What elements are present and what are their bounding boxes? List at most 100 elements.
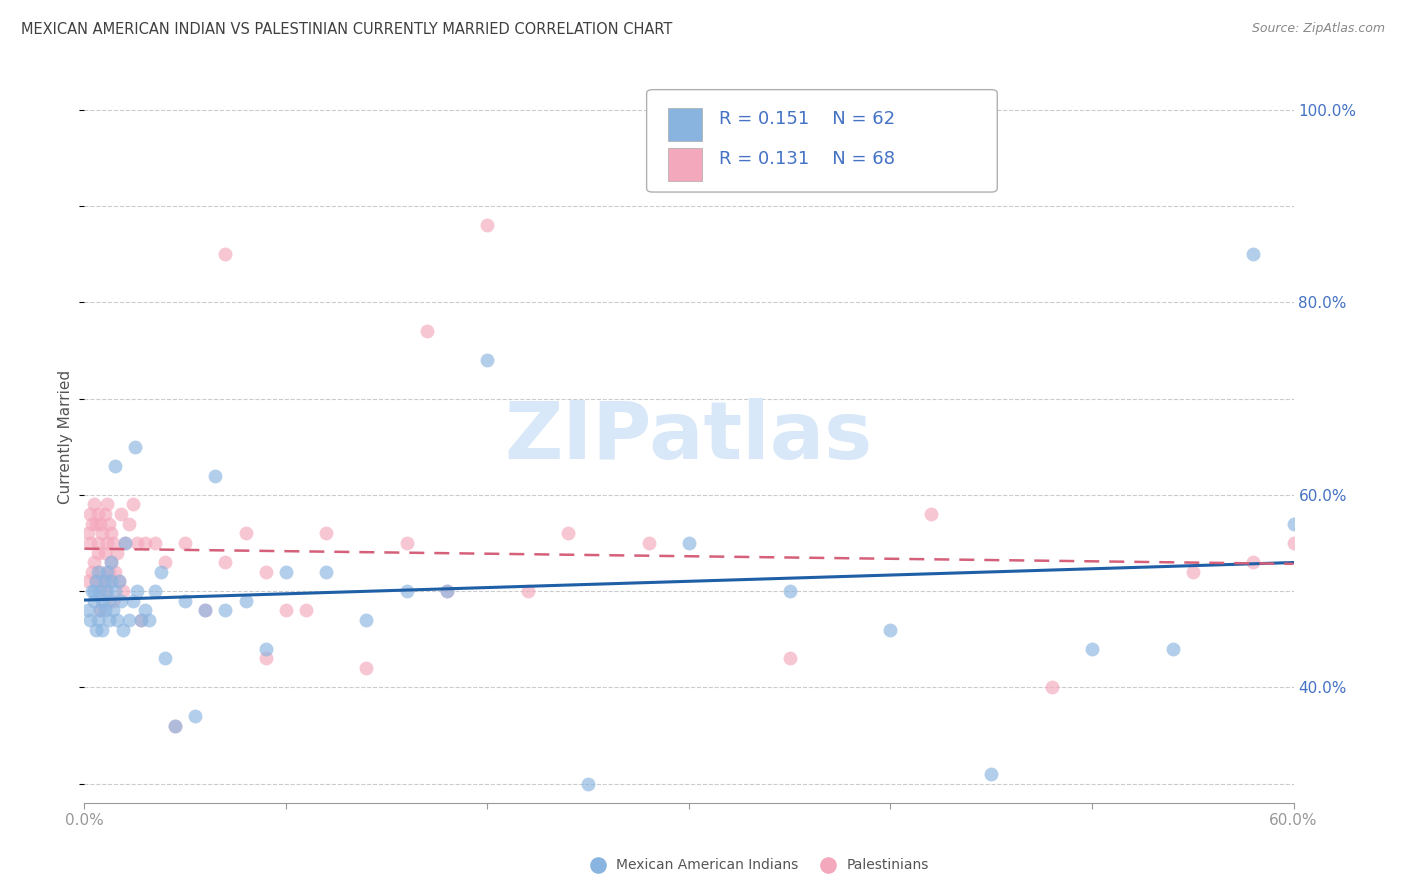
- Point: [637, 536, 659, 550]
- Point: [416, 324, 439, 338]
- Point: [93, 584, 115, 599]
- Point: [436, 584, 458, 599]
- Point: [184, 709, 207, 723]
- Point: [194, 603, 217, 617]
- Point: [83, 498, 105, 512]
- Point: [86, 574, 108, 589]
- Point: [214, 555, 236, 569]
- Point: [114, 536, 136, 550]
- Point: [77, 603, 100, 617]
- Point: [105, 545, 128, 559]
- Point: [111, 623, 134, 637]
- Point: [149, 565, 172, 579]
- Point: [77, 526, 100, 541]
- Point: [395, 536, 418, 550]
- Point: [165, 719, 187, 733]
- Point: [356, 661, 378, 675]
- Point: [779, 584, 801, 599]
- Point: [121, 593, 143, 607]
- Point: [86, 516, 108, 531]
- Point: [91, 623, 114, 637]
- Point: [174, 536, 197, 550]
- Point: [87, 507, 110, 521]
- Point: [678, 536, 700, 550]
- Point: [89, 584, 111, 599]
- Point: [100, 574, 122, 589]
- Point: [204, 468, 226, 483]
- Point: [86, 623, 108, 637]
- Point: [557, 526, 579, 541]
- Point: [93, 574, 115, 589]
- Point: [254, 565, 277, 579]
- Point: [1181, 565, 1204, 579]
- Point: [274, 603, 297, 617]
- Point: [104, 565, 127, 579]
- Point: [134, 536, 156, 550]
- Point: [110, 593, 132, 607]
- Point: [1282, 516, 1305, 531]
- Point: [97, 565, 120, 579]
- Point: [1241, 555, 1264, 569]
- Point: [516, 584, 538, 599]
- Point: [82, 584, 104, 599]
- Point: [920, 507, 942, 521]
- Point: [477, 353, 499, 368]
- Point: [174, 593, 197, 607]
- Point: [395, 584, 418, 599]
- Text: MEXICAN AMERICAN INDIAN VS PALESTINIAN CURRENTLY MARRIED CORRELATION CHART: MEXICAN AMERICAN INDIAN VS PALESTINIAN C…: [21, 22, 672, 37]
- Point: [1241, 247, 1264, 261]
- Point: [96, 574, 118, 589]
- Point: [879, 623, 901, 637]
- Point: [86, 574, 108, 589]
- Point: [91, 574, 114, 589]
- Bar: [668, 108, 702, 141]
- Point: [93, 603, 115, 617]
- Point: [1282, 536, 1305, 550]
- Point: [83, 555, 105, 569]
- Point: [91, 593, 114, 607]
- Point: [82, 565, 104, 579]
- FancyBboxPatch shape: [647, 90, 997, 192]
- Point: [87, 545, 110, 559]
- Point: [1040, 681, 1063, 695]
- Point: [79, 613, 101, 627]
- Point: [104, 458, 127, 473]
- Point: [93, 507, 115, 521]
- Text: R = 0.151    N = 62: R = 0.151 N = 62: [720, 110, 896, 128]
- Point: [97, 593, 120, 607]
- Point: [89, 603, 111, 617]
- Point: [576, 776, 599, 790]
- Point: [101, 603, 124, 617]
- Point: [110, 507, 132, 521]
- Point: [477, 219, 499, 233]
- Point: [87, 613, 110, 627]
- Point: [254, 651, 277, 665]
- Point: [779, 651, 801, 665]
- Point: [129, 613, 152, 627]
- Point: [118, 613, 141, 627]
- Point: [89, 516, 111, 531]
- Point: [105, 613, 128, 627]
- Point: [100, 555, 122, 569]
- Point: [100, 555, 122, 569]
- Point: [111, 584, 134, 599]
- Point: [107, 574, 129, 589]
- Point: [153, 651, 176, 665]
- Text: ZIPatlas: ZIPatlas: [505, 398, 873, 476]
- Point: [79, 507, 101, 521]
- Text: Source: ZipAtlas.com: Source: ZipAtlas.com: [1251, 22, 1385, 36]
- Point: [82, 516, 104, 531]
- Point: [101, 536, 124, 550]
- Point: [143, 584, 166, 599]
- Point: [153, 555, 176, 569]
- Point: [295, 603, 318, 617]
- Point: [96, 565, 118, 579]
- Point: [107, 574, 129, 589]
- Point: [134, 603, 156, 617]
- Point: [125, 584, 148, 599]
- Point: [194, 603, 217, 617]
- Point: [143, 536, 166, 550]
- Point: [89, 565, 111, 579]
- Point: [96, 584, 118, 599]
- Point: [214, 603, 236, 617]
